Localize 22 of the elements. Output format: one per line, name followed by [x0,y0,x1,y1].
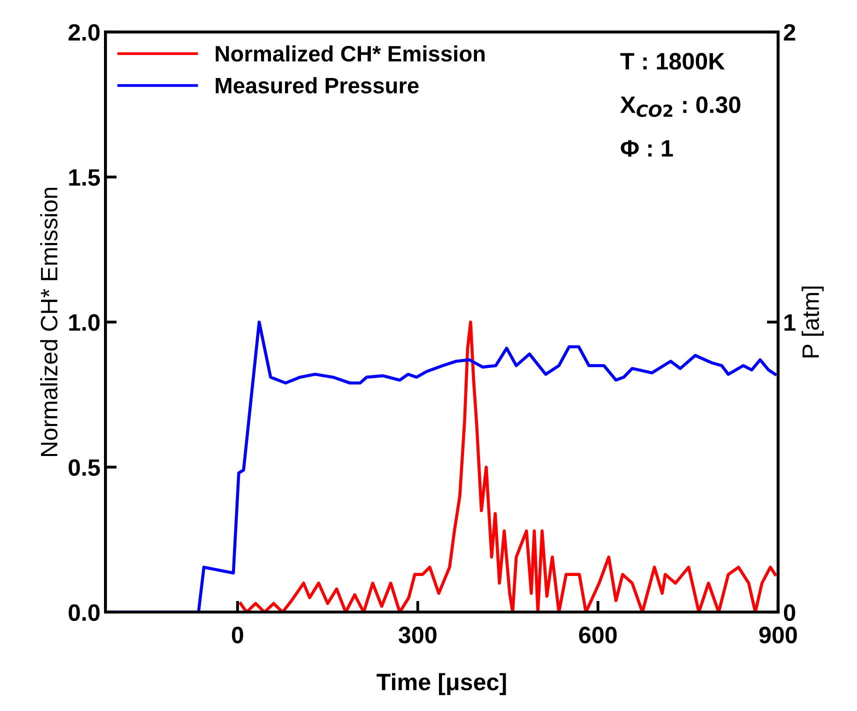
line-series [105,320,777,612]
y2-tick-label: 0 [784,604,796,621]
x-tick-label: 600 [579,626,617,644]
y2-tick-label: 1 [784,314,796,331]
x-tick-label: 900 [759,626,797,644]
line-series [239,320,777,612]
y-tick-label: 1.5 [69,169,100,186]
annotation: X$_{CO2}$ : 0.30 [620,96,740,117]
y-tick-label: 0.5 [68,459,100,476]
x-axis-title: Time [μsec] [376,673,506,696]
legend-label: Normalized CH* Emission [216,45,485,62]
legend-label: Measured Pressure [216,77,419,94]
y2-tick-label: 2 [784,24,796,41]
y2-axis-title: P [atm] [802,286,824,358]
annotation: Φ : 1 [620,140,673,157]
x-tick-label: 300 [398,626,436,644]
y-tick-label: 2.0 [68,24,100,41]
y-tick-label: 0.0 [68,604,100,621]
y-tick-label: 1.0 [69,314,100,331]
x-tick-label: 0 [232,626,244,644]
annotation: T : 1800K [620,52,725,70]
y-axis-title: Normalized CH* Emission [40,188,58,456]
